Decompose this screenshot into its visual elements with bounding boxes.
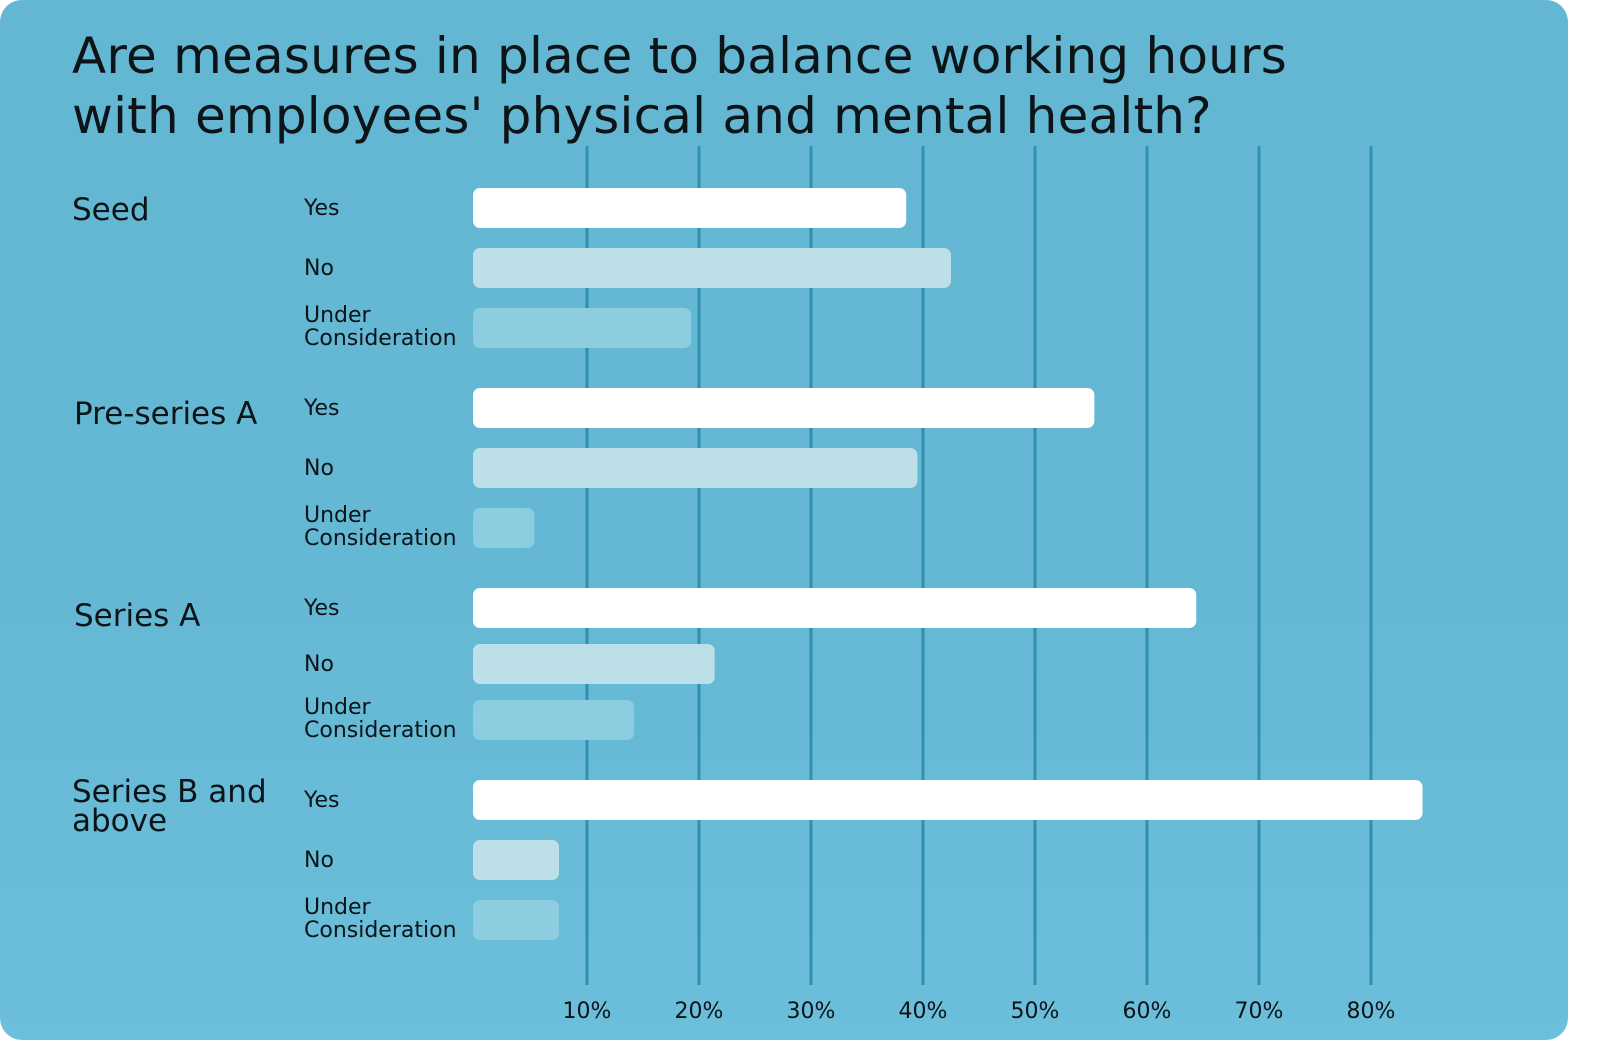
response-label: No [304,652,334,677]
group-label: Pre-series A [74,396,257,432]
bar [473,508,535,548]
response-label: Under [304,503,372,528]
bar [473,900,559,940]
x-tick-label: 40% [899,999,948,1024]
bar [473,588,1197,628]
bar [473,644,715,684]
bar [473,248,951,288]
bar [473,448,918,488]
response-label: Under [304,895,372,920]
response-label: Under [304,695,372,720]
bar [473,308,692,348]
group-label: Series B and [72,774,267,810]
response-label: Consideration [304,718,457,743]
bar-chart: 10% 20% 30% 40% 50% 60% 70% 80%Seed YesNoUnderCo… [72,146,1423,1024]
response-label: Yes [303,788,340,813]
group-label: above [72,803,167,839]
response-label: Consideration [304,526,457,551]
x-tick-label: 10% [563,999,612,1024]
x-tick-label: 20% [675,999,724,1024]
group-label: Seed [72,192,150,228]
x-tick-label: 60% [1123,999,1172,1024]
bar [473,388,1095,428]
response-label: Consideration [304,326,457,351]
response-label: Under [304,303,372,328]
chart-card: Are measures in place to balance working… [0,0,1568,1040]
bar [473,700,635,740]
x-tick-label: 70% [1235,999,1284,1024]
response-label: Yes [303,596,340,621]
response-label: No [304,848,334,873]
response-label: No [304,456,334,481]
response-label: No [304,256,334,281]
bar [473,188,907,228]
x-tick-label: 80% [1347,999,1396,1024]
group-label: Series A [74,598,200,634]
bar [473,840,559,880]
x-tick-label: 30% [787,999,836,1024]
bar [473,780,1423,820]
response-label: Consideration [304,918,457,943]
response-label: Yes [303,396,340,421]
chart-title: Are measures in place to balance working… [72,27,1288,145]
response-label: Yes [303,196,340,221]
x-tick-label: 50% [1011,999,1060,1024]
